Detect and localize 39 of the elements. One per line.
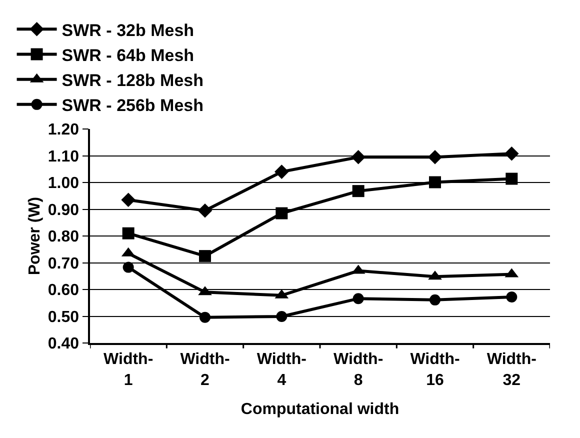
x-tick-label: Width- 2	[180, 350, 230, 389]
x-tick-label: Width- 8	[334, 350, 384, 389]
point	[276, 311, 288, 322]
y-tick-label: 0.60	[48, 282, 80, 300]
x-tick-label: Width- 1	[104, 350, 154, 389]
y-tick-label: 0.80	[48, 228, 80, 246]
legend-label: SWR - 256b Mesh	[62, 96, 204, 116]
point	[199, 250, 211, 262]
point	[429, 176, 441, 188]
x-tick-label: Width- 4	[256, 350, 306, 389]
legend-label: SWR - 64b Mesh	[62, 46, 194, 65]
point	[352, 185, 364, 198]
x-tick-label: Width- 32	[486, 350, 536, 389]
point	[274, 164, 289, 179]
legend-label: SWR - 32b Mesh	[62, 20, 194, 40]
point	[428, 150, 442, 164]
y-tick-label: 1.20	[48, 122, 80, 139]
legend-label: SWR - 128b Mesh	[62, 70, 204, 90]
point	[276, 207, 288, 220]
x-axis-title: Computational width	[240, 400, 400, 418]
point	[122, 262, 134, 273]
y-tick-label: 0.50	[48, 308, 80, 326]
point	[200, 312, 210, 323]
point	[506, 291, 518, 302]
point	[504, 146, 519, 161]
y-tick-label: 0.40	[48, 336, 80, 353]
point	[430, 294, 440, 306]
y-tick-label: 1.10	[48, 148, 80, 166]
point	[352, 293, 364, 304]
y-tick-label: 0.70	[48, 255, 80, 272]
y-axis-title: Power (W)	[26, 196, 44, 276]
point	[122, 227, 134, 240]
point	[506, 172, 518, 185]
y-tick-label: 1.00	[48, 175, 80, 192]
point	[198, 203, 212, 218]
x-tick-label: Width- 16	[410, 350, 460, 389]
y-tick-label: 0.90	[48, 202, 80, 219]
point	[121, 192, 136, 208]
point	[351, 150, 366, 164]
